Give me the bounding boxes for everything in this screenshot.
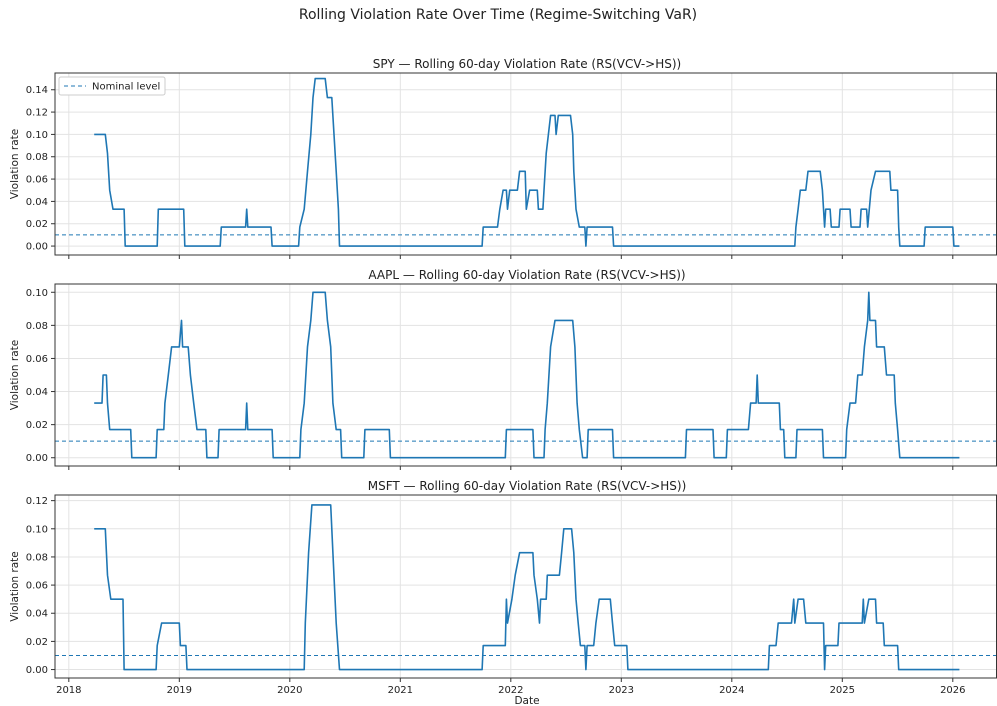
msft-y-tick-label: 0.12 [26,496,48,507]
legend: Nominal level [58,76,166,96]
aapl-panel: AAPL — Rolling 60-day Violation Rate (RS… [9,268,997,470]
x-tick-label: 2022 [498,685,523,696]
x-tick-label: 2020 [277,685,302,696]
msft-panel: MSFT — Rolling 60-day Violation Rate (RS… [9,479,997,696]
msft-y-tick-label: 0.04 [26,609,48,620]
aapl-grid [55,284,997,466]
aapl-violation-rate-line [94,291,960,459]
aapl-y-tick-label: 0.02 [26,420,48,431]
msft-panel-title: MSFT — Rolling 60-day Violation Rate (RS… [368,479,687,493]
msft-y-tick-label: 0.08 [26,552,48,563]
aapl-axes-frame [54,283,997,467]
spy-panel-title: SPY — Rolling 60-day Violation Rate (RS(… [373,57,681,71]
spy-y-tick-label: 0.08 [26,152,48,163]
x-tick-label: 2026 [940,685,965,696]
aapl-y-tick-label: 0.10 [26,288,48,299]
aapl-y-tick-label: 0.00 [26,453,48,464]
legend-nominal-label: Nominal level [92,82,160,93]
x-tick-label: 2021 [388,685,413,696]
spy-violation-rate-line [94,77,960,247]
figure-title: Rolling Violation Rate Over Time (Regime… [299,7,697,23]
spy-y-tick-label: 0.14 [26,85,48,96]
spy-grid [55,73,997,255]
spy-y-axis-label: Violation rate [9,129,21,199]
spy-y-tick-label: 0.02 [26,219,48,230]
spy-y-tick-label: 0.06 [26,175,48,186]
msft-y-tick-label: 0.00 [26,665,48,676]
legend-box [58,76,166,96]
aapl-y-tick-label: 0.06 [26,354,48,365]
spy-y-tick-label: 0.04 [26,197,48,208]
msft-y-tick-label: 0.06 [26,581,48,592]
spy-y-tick-label: 0.12 [26,108,48,119]
x-tick-label: 2023 [609,685,634,696]
msft-grid [55,495,997,678]
x-tick-label: 2024 [719,685,744,696]
spy-y-tick-label: 0.00 [26,242,48,253]
spy-y-tick-label: 0.10 [26,130,48,141]
x-tick-label: 2025 [830,685,855,696]
msft-violation-rate-line [94,504,960,671]
x-tick-label: 2018 [56,685,81,696]
aapl-y-tick-label: 0.08 [26,321,48,332]
aapl-y-tick-label: 0.04 [26,387,48,398]
aapl-y-axis-label: Violation rate [9,340,21,410]
msft-y-tick-label: 0.10 [26,524,48,535]
msft-axes-frame [54,494,997,679]
msft-y-axis-label: Violation rate [9,551,21,621]
x-tick-label: 2019 [167,685,192,696]
msft-y-tick-label: 0.02 [26,637,48,648]
x-axis-label: Date [514,695,539,706]
aapl-panel-title: AAPL — Rolling 60-day Violation Rate (RS… [368,268,685,282]
spy-panel: SPY — Rolling 60-day Violation Rate (RS(… [9,57,997,259]
